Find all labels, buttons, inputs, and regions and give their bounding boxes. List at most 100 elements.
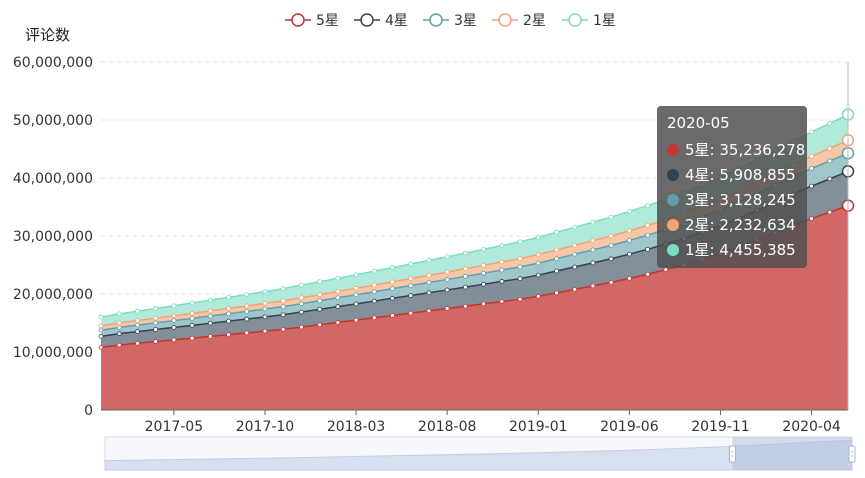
data-point	[335, 275, 341, 281]
data-point	[262, 314, 268, 320]
zoom-handle-left[interactable]	[728, 445, 736, 463]
data-point	[371, 298, 377, 304]
data-point	[262, 289, 268, 294]
y-tick-label: 20,000,000	[13, 287, 93, 303]
data-point	[462, 284, 468, 290]
legend-label[interactable]: 5星	[316, 13, 339, 29]
legend-marker-icon[interactable]	[429, 13, 443, 27]
legend-marker-icon[interactable]	[498, 13, 512, 27]
data-point	[499, 243, 505, 248]
dot-icon	[667, 169, 679, 181]
data-point	[280, 298, 286, 304]
data-point	[153, 320, 159, 326]
data-point	[408, 261, 414, 267]
data-point	[663, 267, 669, 273]
data-point	[153, 315, 159, 321]
data-point	[608, 242, 614, 248]
tooltip-row: 5星: 35,236,278	[667, 138, 805, 163]
legend-label[interactable]: 4星	[385, 13, 408, 29]
data-point	[462, 266, 468, 272]
data-point	[116, 320, 122, 326]
x-tick-label: 2018-03	[327, 419, 386, 435]
data-point	[499, 299, 505, 304]
dot-icon	[667, 219, 679, 231]
data-point	[135, 340, 140, 346]
data-point	[135, 322, 140, 328]
zoom-handle-right[interactable]	[848, 445, 856, 463]
tooltip-row: 3星: 3,128,245	[667, 188, 797, 213]
data-point	[390, 265, 395, 270]
data-point	[353, 285, 359, 291]
legend-label[interactable]: 2星	[523, 13, 546, 29]
x-tick-label: 2020-04	[782, 419, 841, 435]
data-point	[608, 256, 614, 262]
zoom-selection[interactable]	[732, 437, 852, 470]
data-point	[645, 232, 650, 238]
data-point	[827, 158, 833, 164]
data-point	[390, 295, 395, 301]
data-point	[262, 306, 268, 312]
data-point	[153, 306, 159, 311]
data-point	[426, 280, 432, 285]
tooltip-row-label: 4星: 5,908,855	[685, 166, 796, 184]
area-series-1	[101, 205, 848, 410]
data-point	[444, 277, 450, 282]
data-point	[590, 247, 596, 253]
data-point	[590, 283, 596, 289]
data-point	[299, 295, 304, 301]
legend-label[interactable]: 3星	[454, 13, 477, 29]
data-point	[645, 271, 650, 277]
data-point	[408, 293, 414, 298]
y-tick-label: 60,000,000	[13, 55, 93, 71]
data-point	[189, 315, 195, 321]
y-tick-label: 0	[84, 403, 93, 419]
data-point	[135, 329, 140, 334]
data-point	[317, 292, 323, 297]
data-point	[353, 317, 359, 323]
data-point	[317, 298, 323, 304]
data-point	[207, 320, 213, 326]
data-point	[371, 289, 377, 295]
data-point	[207, 333, 213, 339]
tooltip-row-label: 1星: 4,455,385	[685, 241, 796, 259]
dot-icon	[667, 194, 679, 206]
data-point	[299, 301, 304, 307]
data-point	[335, 289, 341, 294]
data-point	[809, 129, 814, 135]
data-point	[827, 120, 833, 126]
data-point	[189, 311, 195, 316]
legend-marker-icon[interactable]	[568, 13, 582, 27]
legend[interactable]: 5星 4星 3星 2星 1星	[285, 13, 616, 29]
axes: 0 10,000,000 20,000,000 30,000,000 40,000,00…	[13, 55, 848, 435]
x-tick-label: 2018-08	[418, 419, 477, 435]
data-point	[244, 292, 250, 297]
data-point	[572, 242, 578, 248]
data-point	[827, 145, 833, 151]
data-point	[572, 286, 578, 292]
data-point	[626, 275, 632, 281]
legend-marker-icon[interactable]	[291, 13, 305, 27]
data-point	[827, 209, 833, 215]
data-point	[481, 263, 487, 268]
legend-marker-icon[interactable]	[360, 13, 374, 27]
data-point	[371, 282, 377, 288]
data-point	[244, 330, 250, 336]
tooltip-row-label: 2星: 2,232,634	[685, 216, 796, 234]
data-point	[554, 247, 559, 253]
data-point	[171, 313, 177, 319]
y-tick-label: 40,000,000	[13, 171, 93, 187]
x-tick-label: 2019-11	[691, 419, 750, 435]
data-point	[499, 267, 505, 273]
data-point	[626, 237, 632, 243]
data-point	[809, 153, 814, 159]
legend-label[interactable]: 1星	[593, 13, 616, 29]
data-point	[572, 224, 578, 230]
data-point	[517, 256, 523, 262]
data-point	[244, 316, 250, 322]
tooltip-row-label: 5星: 35,236,278	[685, 141, 806, 159]
data-point	[280, 326, 286, 332]
data-point	[371, 315, 377, 321]
x-tick-label: 2017-10	[236, 419, 295, 435]
data-zoom-slider[interactable]	[104, 436, 856, 471]
data-point	[462, 303, 468, 309]
